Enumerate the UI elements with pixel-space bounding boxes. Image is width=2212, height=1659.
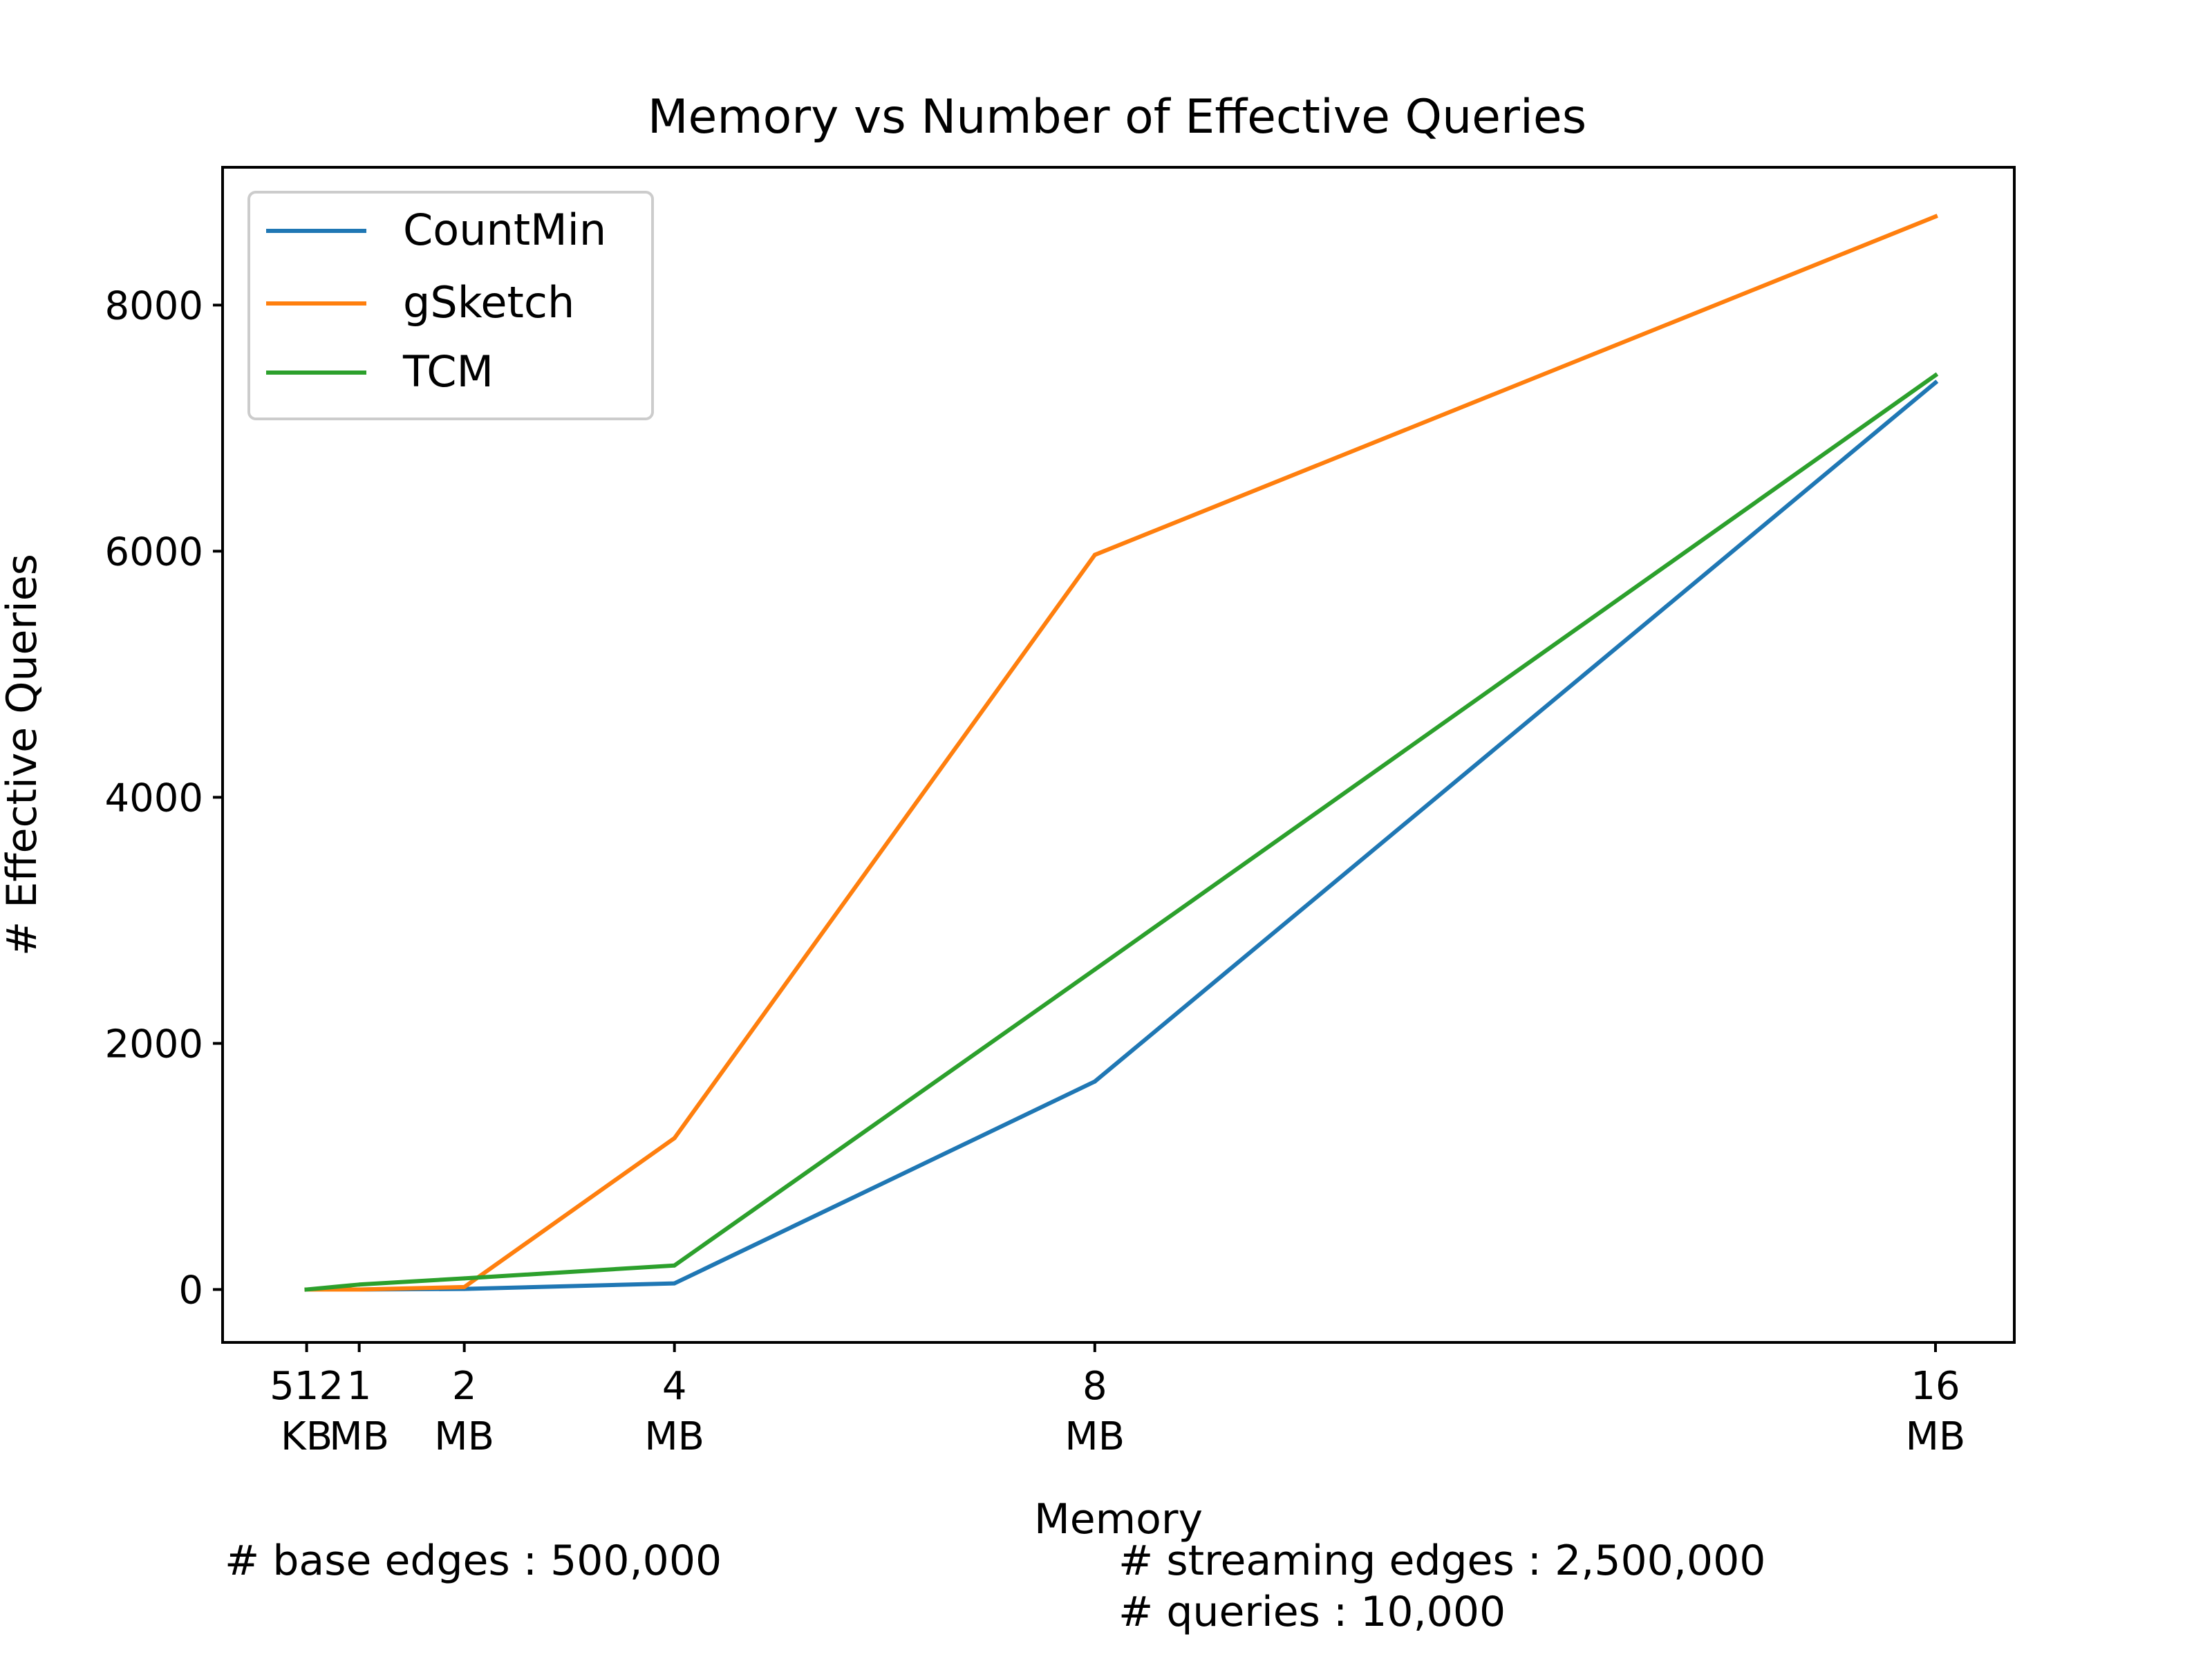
x-tick-label: 1 xyxy=(347,1364,372,1409)
data-point-tcm xyxy=(1933,373,1938,377)
y-tick-label: 2000 xyxy=(104,1022,203,1067)
data-point-tcm xyxy=(304,1287,309,1292)
data-point-tcm xyxy=(357,1282,362,1287)
y-axis-ticks: 0 2000 4000 6000 8000 xyxy=(104,283,223,1313)
note-streaming-edges: # streaming edges : 2,500,000 xyxy=(1118,1537,1765,1585)
axes-frame xyxy=(221,166,2016,1344)
plot-area: 0 2000 4000 6000 8000 512 KB 1 MB 2 MB 4 MB 8 MB 16 MB xyxy=(104,166,2016,1459)
y-tick-label: 6000 xyxy=(104,529,203,574)
x-tick-label: 2 xyxy=(452,1364,477,1409)
data-point-countmin xyxy=(1933,380,1938,385)
data-point-tcm xyxy=(1092,967,1097,972)
x-tick-label-unit: MB xyxy=(329,1414,389,1459)
x-tick-label: 4 xyxy=(662,1364,687,1409)
y-axis-title: # Effective Queries xyxy=(0,554,46,956)
data-point-gsketch xyxy=(1933,214,1938,219)
data-point-gsketch xyxy=(1092,552,1097,557)
series-lines xyxy=(304,214,1939,1292)
data-point-countmin xyxy=(672,1281,677,1286)
data-point-gsketch xyxy=(462,1284,467,1289)
x-tick-label-unit: MB xyxy=(644,1414,704,1459)
note-base-edges: # base edges : 500,000 xyxy=(225,1537,722,1585)
data-point-gsketch xyxy=(357,1287,362,1292)
chart-title: Memory vs Number of Effective Queries xyxy=(648,90,1586,144)
x-axis-ticks: 512 KB 1 MB 2 MB 4 MB 8 MB 16 MB xyxy=(270,1342,1965,1459)
x-tick-label-unit: MB xyxy=(434,1414,494,1459)
y-tick-label: 4000 xyxy=(104,776,203,821)
x-tick-label: 16 xyxy=(1911,1364,1960,1409)
y-tick-label: 8000 xyxy=(104,283,203,328)
data-point-tcm xyxy=(672,1263,677,1268)
data-point-gsketch xyxy=(672,1136,677,1141)
legend-label-gsketch: gSketch xyxy=(403,277,574,328)
x-tick-label: 8 xyxy=(1082,1364,1107,1409)
series-line-tcm xyxy=(304,372,1939,1292)
x-tick-label-unit: KB xyxy=(281,1414,332,1459)
x-tick-label: 512 xyxy=(270,1364,344,1409)
y-tick-label: 0 xyxy=(178,1268,203,1313)
legend-label-tcm: TCM xyxy=(402,346,494,397)
data-point-countmin xyxy=(1092,1079,1097,1084)
x-tick-label-unit: MB xyxy=(1065,1414,1125,1459)
x-tick-label-unit: MB xyxy=(1906,1414,1966,1459)
data-point-tcm xyxy=(462,1276,467,1281)
legend: CountMin gSketch TCM xyxy=(247,191,654,420)
x-axis-title: Memory xyxy=(1034,1495,1203,1544)
series-line-gsketch xyxy=(304,214,1938,1292)
legend-frame xyxy=(247,191,654,420)
legend-label-countmin: CountMin xyxy=(403,205,606,255)
note-queries: # queries : 10,000 xyxy=(1118,1588,1506,1636)
